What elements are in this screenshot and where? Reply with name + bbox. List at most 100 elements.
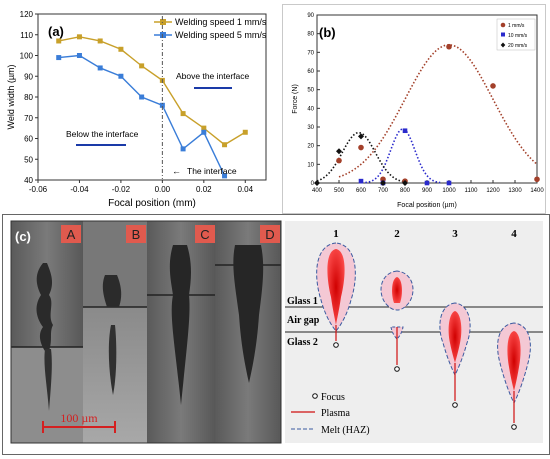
svg-text:A: A <box>67 227 76 242</box>
y-tick-label-b: 0 <box>311 181 315 187</box>
image-label-c: C <box>195 225 215 243</box>
plot-area-a <box>37 13 267 181</box>
weld-trace-a <box>36 263 53 351</box>
data-point-a-2 <box>180 146 186 152</box>
data-point-b-1 <box>446 43 452 50</box>
micrograph-schematic-panel: (c) A B C D 100 µm 1 2 3 <box>2 214 550 455</box>
data-point-b-3 <box>314 180 320 186</box>
legend-marker-5mm <box>160 32 166 38</box>
legend-plasma: Plasma <box>321 408 350 419</box>
y-axis-label-b: Force (N) <box>292 84 299 114</box>
series-line-a-1 <box>58 36 246 146</box>
label-glass2: Glass 2 <box>287 337 318 348</box>
image-label-b: B <box>126 225 146 243</box>
legend-marker-1mm <box>160 19 166 25</box>
data-point-b-3 <box>358 133 364 140</box>
data-point-a-1 <box>76 34 82 40</box>
focus-marker-4 <box>511 424 517 430</box>
panel-label-b: (b) <box>319 25 336 40</box>
x-tick-label-a: 0.00 <box>155 185 171 194</box>
data-point-a-2 <box>97 65 103 71</box>
focus-legend-icon <box>312 393 318 399</box>
data-point-b-2 <box>358 178 364 184</box>
micrograph-d <box>215 221 281 443</box>
x-tick-label-b: 1000 <box>442 188 456 194</box>
data-point-b-1 <box>490 83 496 89</box>
x-tick-label-b: 1200 <box>486 188 500 194</box>
data-point-a-1 <box>56 38 62 44</box>
legend-marker-b-3 <box>500 42 506 48</box>
column-number-4: 4 <box>511 228 517 240</box>
data-point-a-2 <box>56 55 62 61</box>
micrograph-a <box>11 221 83 443</box>
focus-marker-1 <box>333 342 339 348</box>
weld-width-chart: (a) Focal position (mm) Weld width (µm) … <box>4 4 274 212</box>
label-air-gap: Air gap <box>287 315 320 326</box>
legend-label-a-2: Welding speed 5 mm/s <box>175 30 267 40</box>
x-tick-label-b: 600 <box>356 188 367 194</box>
data-point-b-3 <box>402 180 408 186</box>
y-tick-label-b: 40 <box>307 106 314 112</box>
data-point-b-1 <box>336 157 342 164</box>
y-tick-label-b: 90 <box>307 13 314 19</box>
y-axis-label-a: Weld width (µm) <box>6 64 16 129</box>
y-tick-label-a: 120 <box>20 10 34 19</box>
force-chart-svg: (b) Focal position (µm) Force (N) 40 0 500… <box>292 13 544 209</box>
data-point-b-2 <box>446 180 452 186</box>
svg-text:D: D <box>265 227 274 242</box>
y-tick-label-b: 30 <box>307 125 314 131</box>
scale-bar: 100 µm <box>42 411 116 433</box>
trend-curve-b-3 <box>316 131 406 183</box>
x-axis-label-a: Focal position (mm) <box>108 198 196 209</box>
data-point-b-3 <box>380 180 386 186</box>
legend-melt: Melt (HAZ) <box>321 425 370 436</box>
x-tick-label-b: 800 <box>400 188 411 194</box>
x-tick-label-b: 900 <box>422 188 433 194</box>
legend-label-b-3: 20 mm/s <box>508 43 528 49</box>
data-point-b-3 <box>336 148 342 155</box>
y-tick-label-a: 90 <box>24 72 33 81</box>
legend-b: 1 mm/s 10 mm/s 20 mm/s <box>496 18 536 51</box>
interface-arrow-icon: ← <box>172 166 181 176</box>
legend-label-b-1: 1 mm/s <box>508 23 525 29</box>
y-tick-label-b: 60 <box>307 69 314 75</box>
legend-marker-b-1 <box>500 22 506 28</box>
focus-marker-3 <box>452 402 458 408</box>
schematic-legend: Focus Plasma Melt (HAZ) <box>291 392 370 436</box>
data-point-a-2 <box>139 94 145 100</box>
data-point-b-1 <box>358 144 364 151</box>
annotation-below: Below the interface <box>66 129 139 139</box>
panel-label-a: (a) <box>48 24 64 39</box>
x-tick-label-a: 0.02 <box>196 185 212 194</box>
y-tick-label-b: 10 <box>307 162 314 168</box>
weld-width-chart-svg: (a) Focal position (mm) Weld width (µm) … <box>6 10 267 209</box>
data-point-b-1 <box>380 176 386 183</box>
x-tick-label-a: -0.04 <box>70 185 89 194</box>
data-point-a-2 <box>201 129 207 135</box>
image-label-a: A <box>61 225 81 243</box>
y-tick-label-b: 70 <box>307 50 314 56</box>
y-tick-label-b: 80 <box>307 32 314 38</box>
legend-a: Welding speed 1 mm/s Welding speed 5 mm/… <box>154 17 267 40</box>
data-point-a-1 <box>201 125 207 131</box>
focus-marker-2 <box>394 366 400 372</box>
image-label-d: D <box>260 225 280 243</box>
legend-label-a-1: Welding speed 1 mm/s <box>175 17 267 27</box>
x-tick-label-b: 500 <box>334 188 345 194</box>
data-point-a-1 <box>118 46 124 52</box>
legend-marker-b-2 <box>501 32 505 37</box>
schematic-column-3 <box>439 302 471 408</box>
data-point-b-2 <box>402 128 408 134</box>
micrograph-b <box>83 221 147 443</box>
data-point-a-1 <box>139 63 145 69</box>
x-tick-label-b: 700 <box>378 188 389 194</box>
data-point-a-2 <box>222 173 228 179</box>
x-axis-label-b: Focal position (µm) <box>397 202 457 209</box>
schematic-column-2 <box>380 270 414 372</box>
y-tick-label-a: 60 <box>24 135 33 144</box>
legend-label-b-2: 10 mm/s <box>508 33 528 39</box>
schematic: 1 2 3 4 Glass 1 Air gap Glass 2 <box>285 221 543 443</box>
x-tick-label-a: 0.04 <box>237 185 253 194</box>
trend-curve-b-1 <box>338 44 538 178</box>
schematic-column-4 <box>497 322 531 430</box>
